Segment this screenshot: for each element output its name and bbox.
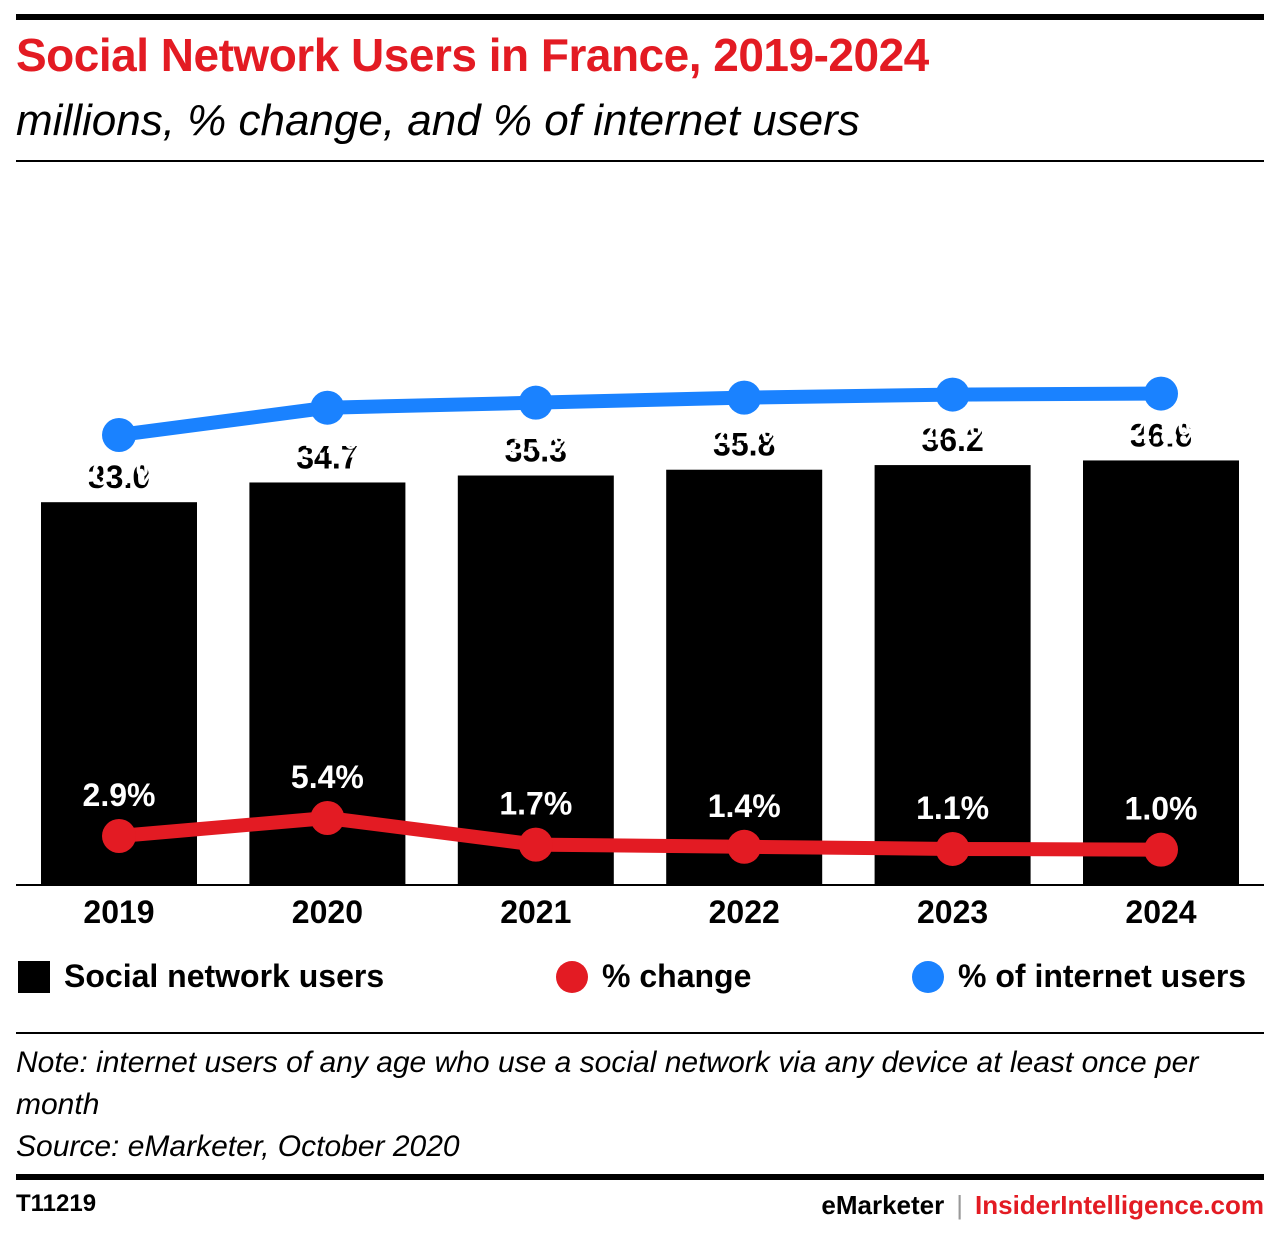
x-tick-label-2021: 2021 — [500, 894, 571, 930]
x-tick-label-2020: 2020 — [292, 894, 363, 930]
bar-value-label-2024: 36.6 — [1130, 417, 1192, 453]
change-point-2020 — [310, 801, 345, 835]
bar-value-label-2023: 36.2 — [921, 422, 983, 458]
brand-separator: | — [956, 1190, 964, 1220]
change-label-2019: 2.9% — [83, 777, 156, 813]
change-label-2024: 1.0% — [1125, 791, 1198, 827]
bar-2023 — [874, 465, 1031, 885]
bar-value-label-2022: 35.8 — [713, 427, 775, 463]
internet-users-point-2024 — [1144, 376, 1178, 411]
change-label-2022: 1.4% — [708, 788, 781, 824]
chart-id: T11219 — [16, 1190, 97, 1217]
legend-label: % change — [602, 958, 752, 994]
footer-rule — [16, 1174, 1264, 1180]
legend-swatch-bar — [18, 960, 50, 993]
chart-title: Social Network Users in France, 2019-202… — [16, 29, 929, 81]
change-label-2023: 1.1% — [916, 790, 989, 826]
note-text: Note: internet users of any age who use … — [16, 1046, 1199, 1121]
header-rule — [16, 160, 1264, 162]
note-rule — [16, 1032, 1264, 1034]
note-block: Note: internet users of any age who use … — [16, 1042, 1256, 1168]
change-line — [112, 811, 1168, 857]
change-point-2022 — [727, 829, 762, 864]
footer-brand: eMarketer | InsiderIntelligence.com — [821, 1190, 1264, 1221]
change-point-2023 — [935, 831, 970, 866]
internet-users-label-2023: 64.7% — [907, 416, 998, 452]
x-tick-label-2022: 2022 — [709, 894, 780, 930]
internet-users-point-2020 — [310, 390, 345, 425]
legend-item-social-network-users: Social network users — [18, 958, 384, 995]
internet-users-label-2020: 63.4% — [282, 429, 373, 465]
bar-2024 — [1083, 460, 1239, 885]
bar-2022 — [666, 469, 823, 885]
chart-subtitle: millions, % change, and % of internet us… — [16, 96, 860, 145]
brand-emarketer: eMarketer — [821, 1190, 945, 1220]
internet-users-label-2022: 64.4% — [699, 419, 790, 455]
x-tick-label-2024: 2024 — [1125, 894, 1196, 930]
bar-2021 — [457, 475, 614, 885]
legend-label: Social network users — [64, 958, 385, 994]
change-point-2021 — [518, 827, 553, 862]
change-label-2021: 1.7% — [499, 786, 572, 822]
internet-users-point-2021 — [518, 385, 553, 420]
bar-value-label-2019: 33.0 — [88, 459, 150, 495]
brand-insider-intelligence: InsiderIntelligence.com — [975, 1190, 1264, 1220]
legend-item-internet: % of internet users — [912, 958, 1246, 995]
internet-users-label-2024: 64.8% — [1116, 415, 1207, 451]
x-tick-label-2023: 2023 — [917, 894, 988, 930]
internet-users-line — [112, 386, 1168, 442]
legend-label: % of internet users — [958, 958, 1247, 994]
bar-value-label-2020: 34.7 — [296, 439, 358, 475]
internet-users-point-2022 — [727, 380, 762, 415]
legend-swatch-change — [556, 960, 588, 993]
internet-users-label-2021: 63.9% — [490, 424, 581, 460]
legend-item-change: % change — [556, 958, 751, 995]
top-rule — [16, 14, 1264, 20]
internet-users-label-2019: 60.7% — [74, 456, 165, 492]
change-label-2020: 5.4% — [291, 759, 364, 795]
change-point-2019 — [102, 819, 136, 853]
legend-swatch-internet — [912, 960, 944, 993]
internet-users-point-2023 — [935, 377, 970, 412]
change-point-2024 — [1144, 832, 1178, 867]
source-text: Source: eMarketer, October 2020 — [16, 1130, 460, 1163]
bar-value-label-2021: 35.3 — [505, 433, 567, 469]
internet-users-point-2019 — [102, 418, 136, 452]
x-tick-label-2019: 2019 — [83, 894, 154, 930]
chart-area: 33.0 34.7 35.3 35.8 36.2 36.6 2019 2020 2021 2022… — [16, 376, 1264, 930]
